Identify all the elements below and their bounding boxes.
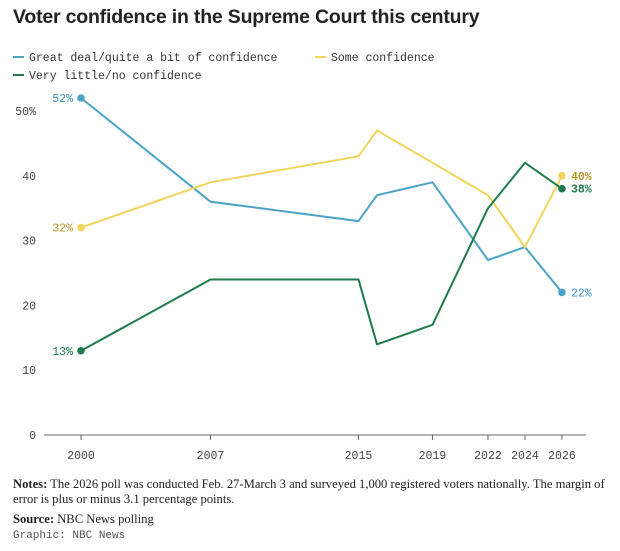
notes-text: The 2026 poll was conducted Feb. 27-Marc… <box>13 477 605 506</box>
y-tick-label: 40 <box>22 171 36 184</box>
source-text: NBC News polling <box>54 512 154 526</box>
data-label-end-great-deal: 22% <box>571 287 592 300</box>
legend-swatch-great-deal <box>13 55 24 58</box>
data-label-start-some: 32% <box>52 223 73 236</box>
x-tick-label: 2024 <box>511 450 539 463</box>
series-line-very-little <box>80 161 563 352</box>
point-start-very-little <box>77 346 85 355</box>
series-line-some <box>80 129 563 249</box>
y-tick-label: 10 <box>22 365 36 378</box>
x-tick-label: 2007 <box>197 450 225 463</box>
legend-item-great-deal: Great deal/quite a bit of confidence <box>13 52 277 65</box>
legend-item-very-little: Very little/no confidence <box>13 70 202 83</box>
source-label: Source: <box>13 512 55 526</box>
point-end-very-little <box>558 184 566 193</box>
x-tick-label: 2015 <box>345 450 373 463</box>
data-label-end-very-little: 38% <box>571 184 592 197</box>
legend-label-great-deal: Great deal/quite a bit of confidence <box>29 52 278 65</box>
legend-swatch-very-little <box>13 73 24 76</box>
y-tick-label: 0 <box>29 430 36 443</box>
line-chart: 0 10 20 30 40 50% 2000 2007 2015 2019 2022 2024 2026… <box>15 93 592 463</box>
graphic-credit: Graphic: NBC News <box>13 530 126 542</box>
notes: Notes: The 2026 poll was conducted Feb. … <box>13 477 613 507</box>
point-end-great-deal <box>558 288 566 297</box>
legend-label-very-little: Very little/no confidence <box>29 70 202 83</box>
y-tick-label: 50% <box>15 106 36 119</box>
x-tick-label: 2019 <box>419 450 447 463</box>
y-tick-label: 30 <box>22 236 36 249</box>
y-tick-label: 20 <box>22 300 36 313</box>
notes-label: Notes: <box>13 477 48 491</box>
legend-item-some: Some confidence <box>315 52 435 65</box>
data-label-end-some: 40% <box>571 171 592 184</box>
data-label-start-very-little: 13% <box>52 346 73 359</box>
x-tick-label: 2000 <box>67 450 95 463</box>
chart-title: Voter confidence in the Supreme Court th… <box>13 6 480 28</box>
series-line-great-deal <box>80 97 563 294</box>
point-start-great-deal <box>77 94 85 102</box>
point-start-some <box>77 223 85 232</box>
source: Source: NBC News polling <box>13 512 154 527</box>
x-tick-label: 2022 <box>474 450 502 463</box>
point-end-some <box>558 171 566 180</box>
legend-label-some: Some confidence <box>331 52 435 65</box>
legend-swatch-some <box>315 55 326 58</box>
data-label-start-great-deal: 52% <box>52 93 73 106</box>
x-tick-label: 2026 <box>548 450 576 463</box>
